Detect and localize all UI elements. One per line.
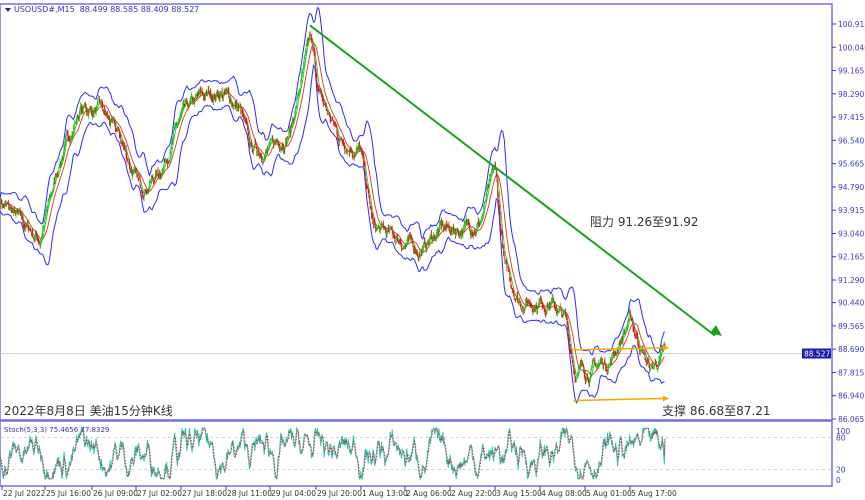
y-tick-label: 88.690 <box>838 345 864 354</box>
x-tick-label: 28 Jul 11:00 <box>227 489 272 498</box>
stoch-tick-label: 80 <box>836 434 846 443</box>
stoch-signal-line <box>0 427 666 481</box>
support-label: 支撑 86.68至87.21 <box>662 403 771 418</box>
x-tick-label: 2 Aug 06:00 <box>406 489 452 498</box>
y-tick-label: 93.040 <box>838 229 864 238</box>
stoch-label: Stoch(5,3,3) 75.4656 77.8329 <box>4 426 109 434</box>
y-tick-label: 100.040 <box>838 43 865 52</box>
current-price-box <box>802 348 831 359</box>
x-tick-label: 25 Jul 16:00 <box>46 489 91 498</box>
y-tick-label: 94.790 <box>838 183 864 192</box>
y-tick-label: 100.915 <box>838 20 865 29</box>
resistance-trendline <box>309 24 716 337</box>
channel-arrow-icon <box>663 344 669 351</box>
trendline-arrow-icon <box>710 325 722 336</box>
y-tick-label: 96.540 <box>838 136 864 145</box>
y-tick-label: 92.165 <box>838 253 864 262</box>
x-tick-label: 5 Aug 17:00 <box>631 489 677 498</box>
x-tick-label: 1 Aug 13:00 <box>362 489 408 498</box>
x-tick-label: 27 Jul 18:00 <box>182 489 227 498</box>
x-tick-label: 27 Jul 02:00 <box>137 489 182 498</box>
x-tick-label: 3 Aug 15:00 <box>496 489 542 498</box>
channel-arrow-icon <box>663 395 669 402</box>
y-tick-label: 97.415 <box>838 113 864 122</box>
upper-band-line <box>0 6 665 356</box>
current-price-label: 88.527 <box>804 350 830 359</box>
y-tick-label: 93.915 <box>838 206 864 215</box>
y-tick-label: 87.815 <box>838 368 864 377</box>
y-tick-label: 98.290 <box>838 90 864 99</box>
stoch-main-line <box>0 426 666 481</box>
x-tick-label: 2 Aug 22:00 <box>451 489 497 498</box>
y-tick-label: 95.665 <box>838 160 864 169</box>
x-tick-label: 29 Jul 04:00 <box>271 489 316 498</box>
stoch-tick-label: 100 <box>836 427 851 436</box>
x-tick-label: 4 Aug 08:00 <box>541 489 587 498</box>
stoch-tick-label: 0 <box>836 476 841 485</box>
x-tick-label: 22 Jul 2022 <box>3 489 46 498</box>
support-channel-line <box>572 347 665 351</box>
y-tick-label: 86.065 <box>838 415 864 424</box>
y-tick-label: 89.565 <box>838 322 864 331</box>
lower-band-line <box>0 64 665 405</box>
stoch-tick-label: 20 <box>836 465 846 474</box>
chart-caption: 2022年8月8日 美油15分钟K线 <box>4 403 173 418</box>
y-tick-label: 90.440 <box>838 299 864 308</box>
main-pane <box>0 3 833 421</box>
x-tick-label: 5 Aug 01:00 <box>586 489 632 498</box>
y-tick-label: 91.290 <box>838 276 864 285</box>
y-tick-label: 86.940 <box>838 392 864 401</box>
slow-ma-line <box>0 43 665 376</box>
x-tick-label: 29 Jul 20:00 <box>317 489 362 498</box>
collapse-triangle-icon[interactable] <box>5 8 11 12</box>
support-channel-line <box>572 397 665 402</box>
y-tick-label: 99.165 <box>838 67 864 76</box>
resistance-label: 阻力 91.26至91.92 <box>590 215 699 229</box>
symbol-header: USOUSD#,M15 88.499 88.585 88.409 88.527 <box>14 5 199 14</box>
x-tick-label: 26 Jul 09:00 <box>93 489 138 498</box>
